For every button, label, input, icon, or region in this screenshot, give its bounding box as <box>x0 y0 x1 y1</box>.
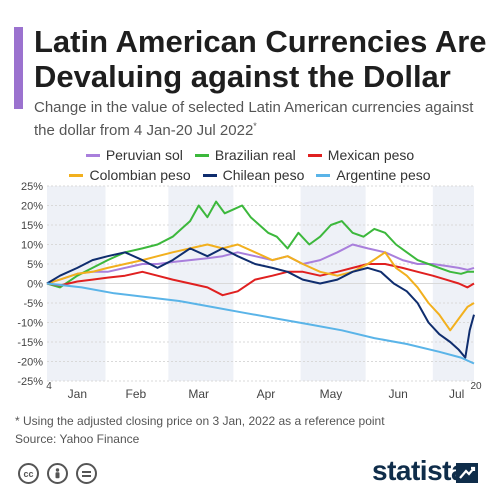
legend-swatch-mexican-peso <box>307 153 322 157</box>
chart-title: Latin American Currencies Are Devaluing … <box>34 24 487 94</box>
y-tick-label: 25% <box>21 181 43 193</box>
y-tick-label: 5% <box>27 259 43 271</box>
license-icons: cc <box>18 463 97 484</box>
y-tick-label: -10% <box>17 318 43 330</box>
source-note: Source: Yahoo Finance <box>15 432 140 446</box>
y-tick-label: 10% <box>21 240 43 252</box>
cc-icon[interactable]: cc <box>18 463 39 484</box>
legend-label-colombian-peso: Colombian peso <box>89 167 191 183</box>
series-line-brazilian-real <box>46 200 474 289</box>
y-tick-label: 0% <box>27 279 43 291</box>
x-tick-label: Apr <box>257 387 276 400</box>
legend-item-chilean-peso: Chilean peso <box>202 167 305 183</box>
series-line-colombian-peso <box>46 243 475 332</box>
legend-item-brazilian-real: Brazilian real <box>194 147 296 163</box>
legend-row-1: Peruvian sol Brazilian real Mexican peso <box>0 145 500 165</box>
y-tick-label: -20% <box>17 357 43 369</box>
series-line-mexican-peso <box>46 263 475 297</box>
legend-label-brazilian-real: Brazilian real <box>214 147 296 163</box>
legend-label-mexican-peso: Mexican peso <box>327 147 415 163</box>
chart-legend: Peruvian sol Brazilian real Mexican peso… <box>0 145 500 185</box>
legend-item-argentine-peso: Argentine peso <box>316 167 431 183</box>
legend-row-2: Colombian peso Chilean peso Argentine pe… <box>0 165 500 185</box>
line-chart: 25% 20% 15% 10% 5% 0% -5% -10% -15% -20% -25% Jan Fe… <box>17 181 482 400</box>
title-accent-bar <box>14 27 23 109</box>
legend-swatch-colombian-peso <box>69 173 84 177</box>
chart-subtitle: Change in the value of selected Latin Am… <box>34 98 494 140</box>
legend-item-peruvian-sol: Peruvian sol <box>85 147 183 163</box>
x-tick-label: May <box>320 387 343 400</box>
series-line-chilean-peso <box>46 247 475 359</box>
legend-item-mexican-peso: Mexican peso <box>307 147 415 163</box>
legend-swatch-argentine-peso <box>316 173 331 177</box>
y-tick-label: 20% <box>21 201 43 213</box>
y-tick-label: -25% <box>17 376 43 388</box>
subtitle-footnote-mark: * <box>253 121 257 131</box>
legend-swatch-chilean-peso <box>202 173 217 177</box>
statista-logo-icon <box>456 463 478 483</box>
statista-logo[interactable]: statista <box>372 455 467 486</box>
x-tick-label: Jan <box>68 387 87 400</box>
legend-swatch-brazilian-real <box>194 153 209 157</box>
subtitle-text: Change in the value of selected Latin Am… <box>34 99 474 139</box>
x-start-label: 4 <box>46 381 52 392</box>
legend-label-argentine-peso: Argentine peso <box>336 167 431 183</box>
x-tick-label: Feb <box>126 387 147 400</box>
x-tick-label: Mar <box>188 387 209 400</box>
x-end-label: 20 <box>470 381 482 392</box>
equals-icon[interactable] <box>76 463 97 484</box>
legend-swatch-peruvian-sol <box>85 153 100 157</box>
x-tick-label: Jun <box>388 387 407 400</box>
footnote: * Using the adjusted closing price on 3 … <box>15 414 385 428</box>
y-tick-label: -5% <box>23 298 43 310</box>
x-tick-label: Jul <box>449 387 464 400</box>
y-tick-label: -15% <box>17 337 43 349</box>
legend-label-peruvian-sol: Peruvian sol <box>105 147 183 163</box>
y-tick-label: 15% <box>21 220 43 232</box>
legend-item-colombian-peso: Colombian peso <box>69 167 191 183</box>
series-line-argentine-peso <box>46 282 475 365</box>
person-icon[interactable] <box>47 463 68 484</box>
legend-label-chilean-peso: Chilean peso <box>222 167 305 183</box>
